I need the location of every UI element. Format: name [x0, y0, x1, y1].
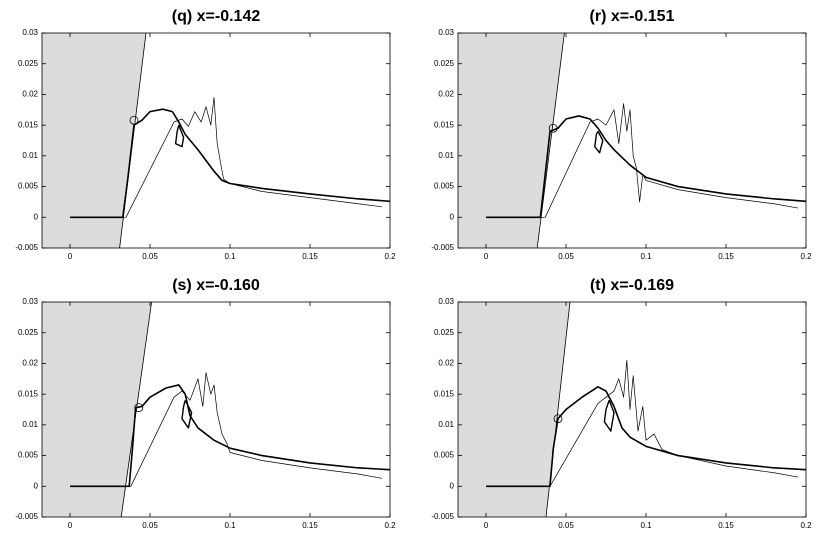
- marker: [553, 414, 563, 424]
- panel: (s) x=-0.160 0 0.05 0.1 0.15 0.2 -0.005 0 0.005 0…: [15, 277, 396, 530]
- shaded-region: [458, 302, 570, 517]
- y-tick-label: -0.005: [15, 512, 38, 521]
- data-line: [603, 400, 615, 432]
- y-tick-label: 0.015: [434, 389, 455, 398]
- y-tick-label: 0.01: [438, 151, 454, 160]
- y-tick-label: -0.005: [15, 243, 38, 252]
- x-tick-label: 0.1: [640, 521, 652, 530]
- y-tick-label: 0.025: [18, 328, 39, 337]
- x-tick-label: 0.15: [718, 521, 734, 530]
- y-tick-label: 0.01: [438, 420, 454, 429]
- plot-area: [458, 33, 806, 248]
- y-tick-label: 0.005: [18, 182, 39, 191]
- y-tick-label: 0.02: [438, 359, 454, 368]
- y-tick-label: 0.025: [434, 328, 455, 337]
- x-tick-label: 0.2: [384, 252, 396, 261]
- chart-title: (s) x=-0.160: [172, 277, 260, 294]
- plot-area: [42, 302, 390, 517]
- shaded-region: [42, 33, 146, 248]
- y-tick-label: 0.015: [434, 120, 455, 129]
- x-tick-label: 0.05: [142, 252, 158, 261]
- y-tick-label: 0.01: [22, 420, 38, 429]
- data-line: [70, 372, 383, 487]
- panel: (r) x=-0.151 0 0.05 0.1 0.15 0.2 -0.005 0 0.005 0…: [431, 8, 812, 261]
- shade-boundary: [120, 302, 152, 517]
- x-tick-label: 0.2: [384, 521, 396, 530]
- y-tick-label: 0: [34, 212, 39, 221]
- y-tick-label: -0.005: [431, 243, 454, 252]
- data-line: [70, 97, 383, 218]
- y-tick-label: 0.03: [22, 297, 38, 306]
- data-line: [70, 384, 390, 488]
- x-tick-label: 0.2: [800, 252, 812, 261]
- frame: [457, 301, 807, 518]
- y-tick-label: 0: [450, 212, 455, 221]
- y-tick-label: 0: [450, 481, 455, 490]
- x-tick-label: 0.15: [302, 521, 318, 530]
- chart-title: (q) x=-0.142: [172, 8, 261, 25]
- marker: [129, 115, 139, 125]
- shaded-region: [458, 33, 565, 248]
- data-line: [486, 385, 806, 488]
- marker: [134, 403, 144, 413]
- x-tick-label: 0.1: [224, 521, 236, 530]
- y-tick-label: 0.015: [18, 389, 39, 398]
- x-tick-label: 0.1: [640, 252, 652, 261]
- plot-area: [458, 302, 806, 517]
- y-tick-label: 0: [34, 481, 39, 490]
- x-tick-label: 0: [484, 252, 489, 261]
- chart-title: (t) x=-0.169: [590, 277, 674, 294]
- data-line: [174, 124, 185, 148]
- x-tick-label: 0.15: [302, 252, 318, 261]
- x-tick-label: 0.05: [142, 521, 158, 530]
- chart-title: (r) x=-0.151: [590, 8, 675, 25]
- y-tick-label: 0.005: [434, 451, 455, 460]
- frame: [41, 301, 391, 518]
- y-tick-label: 0.01: [22, 151, 38, 160]
- x-tick-label: 0: [68, 252, 73, 261]
- panel: (q) x=-0.142 0 0.05 0.1 0.15 0.2 -0.005 0 0.005 0…: [15, 8, 396, 261]
- data-line: [181, 399, 193, 429]
- x-tick-label: 0.05: [558, 252, 574, 261]
- y-tick-label: 0.005: [434, 182, 455, 191]
- data-line: [70, 108, 390, 219]
- data-line: [486, 360, 799, 487]
- data-line: [486, 103, 799, 218]
- y-tick-label: 0.005: [18, 451, 39, 460]
- data-line: [594, 130, 604, 154]
- y-tick-label: 0.02: [22, 90, 38, 99]
- y-tick-label: 0.03: [22, 28, 38, 37]
- x-tick-label: 0.2: [800, 521, 812, 530]
- x-tick-label: 0: [484, 521, 489, 530]
- y-tick-label: -0.005: [431, 512, 454, 521]
- x-tick-label: 0.05: [558, 521, 574, 530]
- y-tick-label: 0.03: [438, 297, 454, 306]
- frame: [41, 32, 391, 249]
- data-line: [486, 115, 806, 219]
- y-tick-label: 0.025: [18, 59, 39, 68]
- y-tick-label: 0.02: [22, 359, 38, 368]
- x-tick-label: 0.1: [224, 252, 236, 261]
- plot-area: [42, 33, 390, 248]
- x-tick-label: 0.15: [718, 252, 734, 261]
- x-tick-label: 0: [68, 521, 73, 530]
- panel: (t) x=-0.169 0 0.05 0.1 0.15 0.2 -0.005 0 0.005 0…: [431, 277, 812, 530]
- y-tick-label: 0.02: [438, 90, 454, 99]
- y-tick-label: 0.015: [18, 120, 39, 129]
- y-tick-label: 0.03: [438, 28, 454, 37]
- frame: [457, 32, 807, 249]
- y-tick-label: 0.025: [434, 59, 455, 68]
- marker: [548, 123, 558, 133]
- shaded-region: [42, 302, 152, 517]
